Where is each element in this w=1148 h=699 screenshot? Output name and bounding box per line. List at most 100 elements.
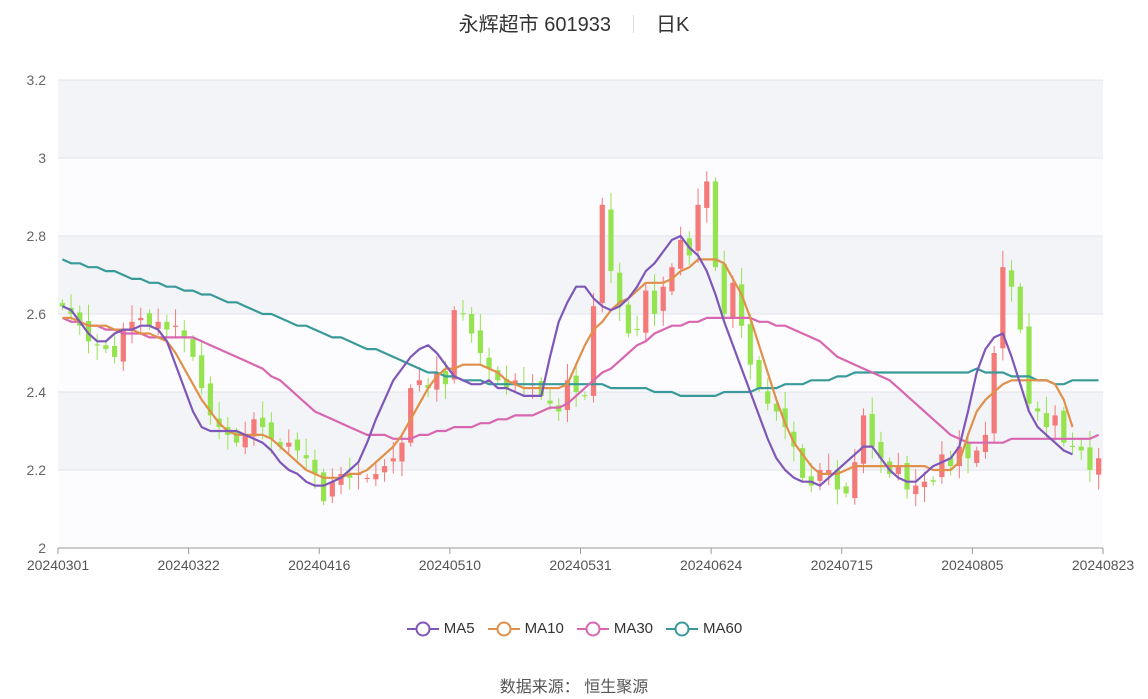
candle-body [695,204,701,251]
grid-band [58,236,1103,314]
title-separator [632,15,634,33]
candle-body [730,282,736,319]
candle-body [190,338,196,357]
candle-body [312,459,318,474]
candle-body [451,310,457,380]
candle-body [111,345,118,357]
candle-body [747,324,753,365]
candle-body [181,330,187,338]
candle-body [390,458,396,462]
candle-body [564,380,571,410]
x-tick-label: 20240301 [27,557,90,573]
candle-body [939,454,945,478]
legend-item-ma10[interactable]: MA10 [487,620,564,637]
grid-band [58,158,1103,236]
candle-body [381,466,388,473]
candle-body [721,264,727,314]
candle-body [738,284,745,326]
line-ma5 [61,234,1073,487]
candle-body [338,473,344,485]
y-axis: 2 2.2 2.4 2.6 2.8 3 3.2 [27,72,47,556]
x-axis: 20240301 20240322 20240416 20240510 20240531… [27,548,1134,573]
x-tick-label: 20240805 [941,557,1004,573]
legend-item-ma60[interactable]: MA60 [665,620,742,637]
x-tick-label: 20240531 [549,557,612,573]
candle-body [233,431,240,443]
candle-body [399,442,405,462]
candle-body [1043,413,1050,428]
candle-body [547,400,553,404]
candle-body [1035,408,1041,412]
candle-body [1096,458,1102,475]
candle-body [155,321,161,329]
line-ma10 [62,258,1074,479]
stock-name: 永辉超市 601933 [458,14,611,36]
candle-body [582,395,588,397]
legend-marker-icon [487,621,520,637]
candle-body [843,486,849,494]
candle-body [930,480,936,482]
candle-body [947,457,954,467]
candle-body [512,380,518,384]
candle-body [974,450,980,463]
x-tick-label: 20240510 [419,557,482,573]
candle-body [242,434,248,448]
candle-body [634,328,640,331]
candle-body [1078,446,1084,451]
candle-body [1069,445,1076,448]
candle-body [486,357,492,369]
candle-body [773,403,780,412]
candle-body [817,470,823,481]
candle-body [408,388,414,443]
grid-bands [58,79,1103,549]
candle-body [59,303,65,307]
line-ma60 [61,258,1099,397]
candle-body [172,325,179,327]
candle-body [442,370,449,385]
candle-body [164,321,170,330]
candle-body [1000,267,1006,349]
candle-body [138,317,144,321]
candle-body [303,455,309,459]
candle-body [913,485,919,495]
candle-body [860,415,867,464]
grid-band [58,470,1103,548]
x-tick-label: 20240322 [157,557,220,573]
candles [59,171,1102,507]
candle-body [904,462,910,490]
candle-body [852,462,858,499]
x-tick-label: 20240715 [811,557,874,573]
candle-body [416,380,423,385]
legend-item-ma5[interactable]: MA5 [406,620,475,637]
candle-body [1017,286,1023,330]
legend-label: MA60 [703,620,743,637]
candle-body [660,286,666,311]
x-tick-label: 20240416 [288,557,351,573]
y-tick-label: 2.8 [27,228,47,244]
candle-body [895,466,901,474]
legend-label: MA30 [613,620,654,637]
kline-chart: 2 2.2 2.4 2.6 2.8 3 3.2 20240301 20240322 202404… [27,72,1135,573]
candle-body [956,446,962,467]
candle-body [756,360,762,389]
candle-body [678,239,684,269]
candle-body [85,321,92,342]
y-tick-label: 2 [38,540,46,556]
candle-body [1052,415,1058,426]
candle-body [869,413,875,447]
candle-body [651,290,658,314]
candle-body [469,314,475,334]
data-source: 数据来源： 恒生聚源 [499,679,649,696]
candle-body [460,313,466,315]
y-tick-label: 2.2 [27,462,47,478]
candle-body [704,181,710,208]
candle-body [782,408,788,428]
candle-body [277,441,283,447]
candle-body [1026,326,1032,404]
candle-body [364,477,370,479]
legend-item-ma30[interactable]: MA30 [576,620,653,637]
candle-body [373,473,379,480]
candle-body [286,442,292,447]
candle-body [765,391,771,404]
candle-body [590,306,597,396]
